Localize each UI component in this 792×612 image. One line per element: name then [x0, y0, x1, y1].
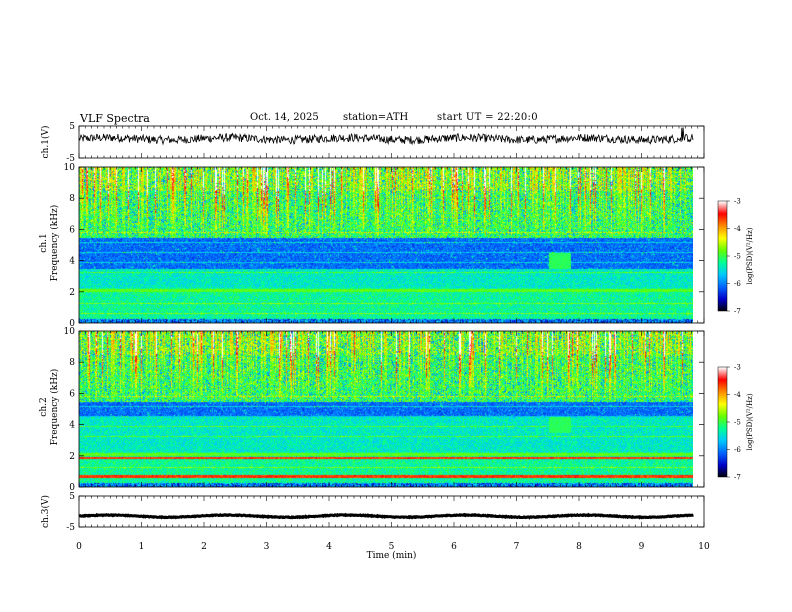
colorbar-label-ch2-spectrogram: log(PSD)(V²/Hz)	[746, 393, 754, 450]
ch1-ylabel: ch.1(V)	[40, 126, 51, 159]
colorbar-ch1-spectrogram	[718, 201, 727, 311]
y-tick-label-ch3-waveform: -5	[66, 523, 75, 533]
ch2-spec-ylabel-1: ch.2	[39, 397, 49, 416]
x-tick-label: 4	[326, 542, 332, 552]
x-axis-label: Time (min)	[367, 550, 417, 561]
y-tick-label-ch2-spectrogram: 6	[69, 389, 75, 399]
x-tick-label: 5	[389, 542, 395, 552]
y-tick-label-ch2-spectrogram: 0	[69, 483, 75, 493]
x-tick-label: 7	[514, 542, 520, 552]
x-tick-label: 0	[76, 542, 82, 552]
colorbar-tick-label-ch2-spectrogram: -3	[734, 364, 741, 372]
ch1-waveform-line	[78, 127, 694, 146]
y-tick-label-ch1-spectrogram: 2	[69, 288, 75, 298]
x-tick-label: 6	[451, 542, 457, 552]
ch1-spec-ylabel-2: Frequency (kHz)	[49, 205, 60, 282]
colorbar-ch2-spectrogram	[718, 367, 727, 477]
y-tick-label-ch3-waveform: 5	[69, 492, 75, 502]
colorbar-tick-label-ch2-spectrogram: -7	[734, 474, 741, 482]
ch2-spec-ylabel-2: Frequency (kHz)	[49, 369, 60, 446]
y-tick-label-ch1-spectrogram: 8	[69, 194, 75, 204]
station-label: station=ATH	[343, 112, 409, 123]
ch1-spec-ylabel-1: ch.1	[39, 233, 49, 252]
colorbar-tick-label-ch1-spectrogram: -5	[734, 253, 741, 261]
ch3-ylabel: ch.3(V)	[40, 495, 51, 528]
colorbar-tick-label-ch1-spectrogram: -3	[734, 198, 741, 206]
spectrogram-ch1-spectrogram	[79, 167, 693, 323]
colorbar-label-ch1-spectrogram: log(PSD)(V²/Hz)	[746, 227, 754, 284]
y-tick-label-ch1-spectrogram: 10	[64, 163, 76, 173]
colorbar-tick-label-ch1-spectrogram: -6	[734, 280, 741, 288]
colorbar-tick-label-ch2-spectrogram: -6	[734, 446, 741, 454]
x-tick-label: 1	[139, 542, 145, 552]
y-tick-label-ch1-spectrogram: 4	[69, 257, 75, 267]
y-tick-label-ch1-spectrogram: 6	[69, 225, 75, 235]
ch3-waveform-line	[78, 512, 694, 520]
y-tick-label-ch2-spectrogram: 8	[69, 358, 75, 368]
x-tick-label: 8	[576, 542, 582, 552]
x-tick-label: 3	[264, 542, 270, 552]
colorbar-tick-label-ch2-spectrogram: -5	[734, 419, 741, 427]
y-tick-label-ch2-spectrogram: 4	[69, 421, 75, 431]
y-tick-label-ch1-waveform: 5	[69, 122, 75, 132]
colorbar-tick-label-ch1-spectrogram: -7	[734, 308, 741, 316]
y-tick-label-ch2-spectrogram: 10	[64, 327, 76, 337]
y-tick-label-ch2-spectrogram: 2	[69, 452, 75, 462]
figure-title: VLF Spectra	[80, 112, 150, 125]
colorbar-tick-label-ch1-spectrogram: -4	[734, 225, 741, 233]
start-time-label: start UT = 22:20:0	[437, 112, 538, 123]
y-tick-label-ch1-waveform: -5	[66, 154, 75, 164]
y-tick-label-ch1-spectrogram: 0	[69, 319, 75, 329]
colorbar-tick-label-ch2-spectrogram: -4	[734, 391, 741, 399]
x-tick-label: 2	[201, 542, 207, 552]
recording-date: Oct. 14, 2025	[250, 112, 319, 123]
x-tick-label: 10	[698, 542, 710, 552]
spectrogram-ch2-spectrogram	[79, 331, 693, 487]
x-tick-label: 9	[639, 542, 645, 552]
